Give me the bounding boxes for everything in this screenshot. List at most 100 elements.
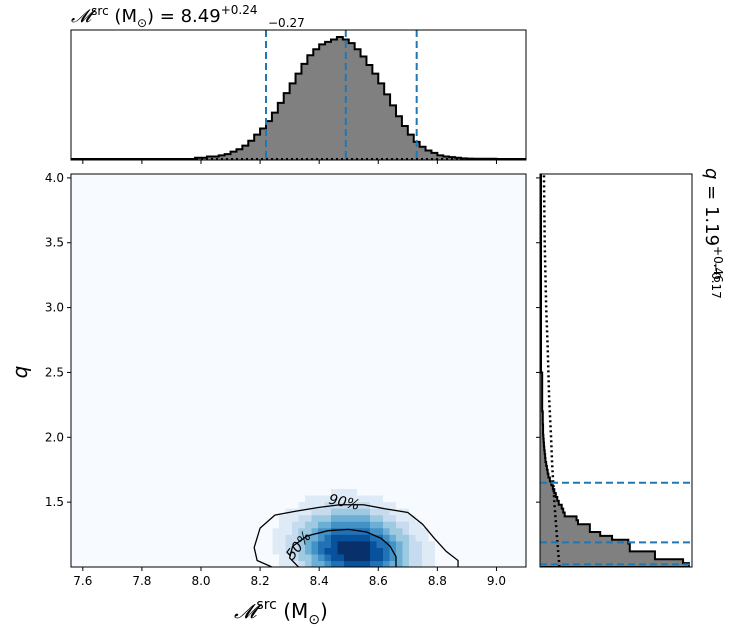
density-cell	[272, 527, 280, 535]
density-cell	[259, 534, 267, 542]
density-cell	[350, 521, 358, 529]
density-cell	[376, 514, 384, 522]
density-cell	[428, 540, 436, 548]
density-cell	[415, 514, 423, 522]
density-cell	[396, 488, 404, 496]
density-cell	[292, 501, 300, 509]
density-cell	[272, 553, 280, 562]
density-cell	[331, 527, 339, 535]
density-cell	[344, 560, 352, 567]
density-cell	[402, 527, 410, 535]
density-cell	[331, 547, 339, 555]
right-histogram-outline	[540, 174, 690, 567]
density-cell	[396, 481, 404, 489]
density-cell	[344, 534, 352, 542]
density-cell	[324, 521, 332, 529]
density-cell	[363, 494, 371, 503]
density-cell	[415, 527, 423, 535]
density-cell	[376, 508, 384, 516]
right-prior-line	[542, 174, 561, 567]
density-cell	[318, 508, 326, 516]
density-cell	[402, 521, 410, 529]
density-cell	[292, 521, 300, 529]
density-cell	[370, 514, 378, 522]
x-tick-label: 8.0	[191, 574, 210, 588]
density-cell	[428, 521, 436, 529]
density-cell	[285, 553, 293, 562]
density-cell	[337, 534, 345, 542]
density-cell	[292, 527, 300, 535]
density-cell	[298, 547, 306, 555]
x-title-sup: src	[91, 4, 109, 18]
density-cell	[422, 547, 430, 555]
density-cell	[318, 475, 326, 483]
density-cell	[363, 475, 371, 483]
density-cell	[292, 488, 300, 496]
density-cell	[344, 508, 352, 516]
density-cell	[285, 560, 293, 567]
density-cell	[285, 527, 293, 535]
density-cell	[279, 547, 287, 555]
density-cell	[337, 494, 345, 503]
density-cell	[441, 540, 449, 548]
density-cell	[311, 514, 319, 522]
density-cell	[441, 534, 449, 542]
density-cell	[318, 547, 326, 555]
x-title-plus: +0.24	[221, 3, 258, 17]
density-cell	[350, 547, 358, 555]
density-cell	[324, 475, 332, 483]
density-cell	[292, 514, 300, 522]
density-cell	[285, 534, 293, 542]
density-cell	[324, 501, 332, 509]
density-cell	[337, 527, 345, 535]
density-cell	[448, 540, 456, 548]
density-cell	[435, 508, 443, 516]
y-param-title: q = 1.19+0.46	[701, 168, 725, 283]
density-cell	[266, 521, 274, 529]
density-cell	[344, 494, 352, 503]
density-cell	[253, 521, 261, 529]
density-cell	[435, 521, 443, 529]
density-cell	[279, 560, 287, 567]
density-cell	[298, 527, 306, 535]
density-cell	[311, 481, 319, 489]
density-cell	[279, 514, 287, 522]
density-cell	[350, 527, 358, 535]
density-cell	[428, 501, 436, 509]
density-cell	[324, 560, 332, 567]
density-cell	[350, 481, 358, 489]
density-cell	[402, 560, 410, 567]
density-cell	[389, 481, 397, 489]
density-cell	[324, 547, 332, 555]
density-cell	[422, 494, 430, 503]
density-cell	[389, 494, 397, 503]
density-cell	[331, 514, 339, 522]
density-cell	[272, 521, 280, 529]
density-cell	[402, 488, 410, 496]
density-cell	[376, 540, 384, 548]
density-cell	[415, 508, 423, 516]
density-cell	[448, 547, 456, 555]
density-cell	[376, 475, 384, 483]
density-cell	[318, 521, 326, 529]
density-cell	[331, 540, 339, 548]
density-cell	[337, 514, 345, 522]
density-cell	[344, 481, 352, 489]
y-title-minus: −0.17	[709, 262, 723, 299]
density-cell	[428, 514, 436, 522]
density-cell	[454, 547, 462, 555]
density-cell	[279, 527, 287, 535]
density-cell	[272, 547, 280, 555]
density-cell	[324, 494, 332, 503]
x-tick-label: 8.8	[428, 574, 447, 588]
density-cell	[428, 560, 436, 567]
density-cell	[435, 547, 443, 555]
density-cell	[363, 508, 371, 516]
density-cell	[253, 547, 261, 555]
density-cell	[441, 527, 449, 535]
x-label-sun-symbol: ⊙	[308, 612, 320, 628]
density-cell	[246, 527, 254, 535]
density-cell	[305, 481, 313, 489]
y-title-symbol: q	[701, 168, 722, 179]
density-cell	[259, 514, 267, 522]
